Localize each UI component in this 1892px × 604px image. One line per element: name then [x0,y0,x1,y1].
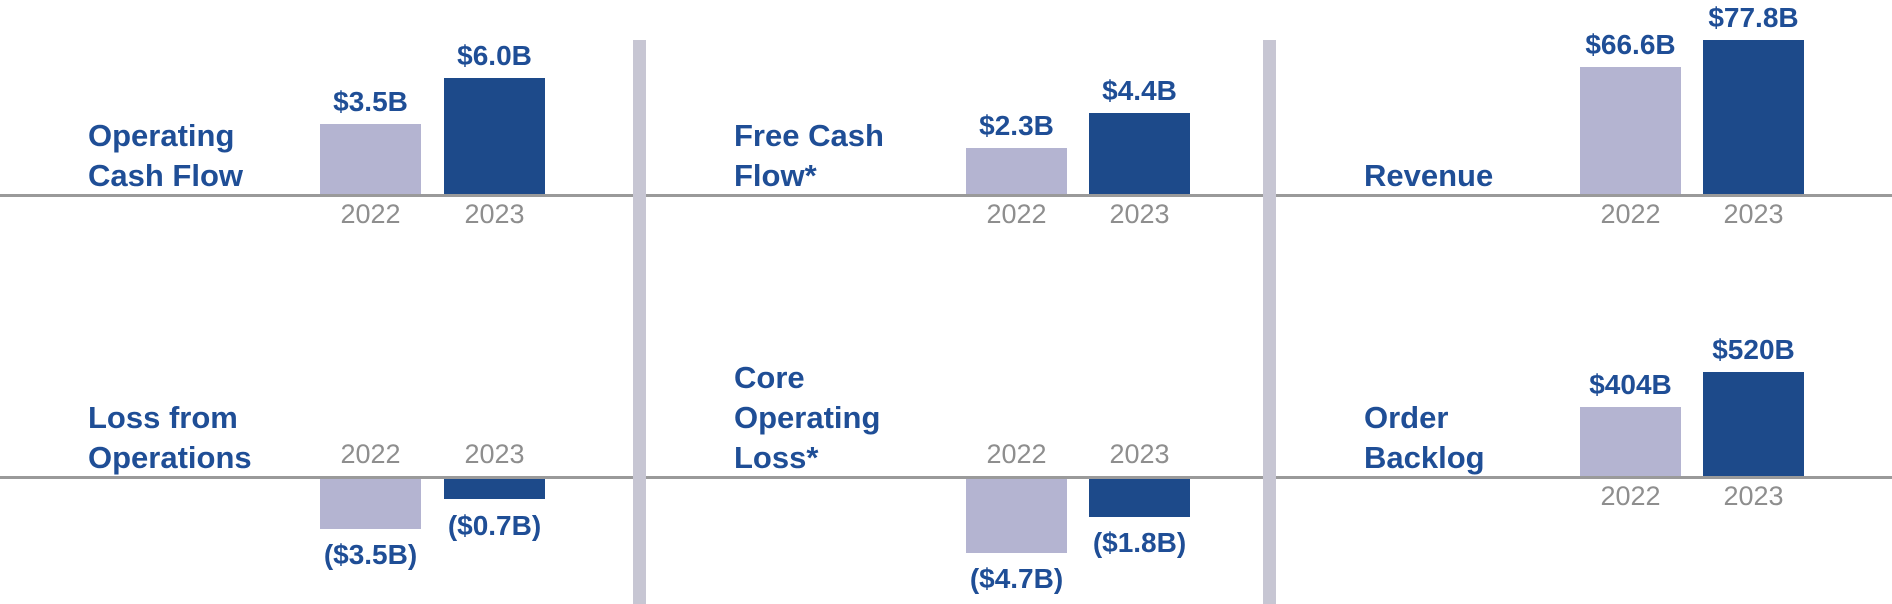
bar-2022-loss-from-operations [320,479,421,529]
metric-title-loss-from-operations: Loss from Operations [88,400,252,475]
year-2023-operating-cash-flow: 2023 [464,199,525,229]
bar-2022-core-operating-loss [966,479,1067,553]
value-2022-free-cash-flow: $2.3B [979,110,1054,141]
bar-2023-core-operating-loss [1089,479,1190,517]
bar-2023-free-cash-flow [1089,113,1190,194]
value-2023-order-backlog: $520B [1712,334,1795,365]
value-2023-operating-cash-flow: $6.0B [457,40,532,71]
bar-2022-operating-cash-flow [320,124,421,194]
year-2023-free-cash-flow: 2023 [1109,199,1170,229]
year-2022-revenue: 2022 [1600,199,1661,229]
bar-2022-order-backlog [1580,407,1681,476]
year-2023-core-operating-loss: 2023 [1109,439,1170,469]
bar-2023-order-backlog [1703,372,1804,476]
bar-2023-operating-cash-flow [444,78,545,194]
value-2023-core-operating-loss: ($1.8B) [1092,527,1187,558]
panel-divider-2 [1263,40,1276,604]
year-2022-operating-cash-flow: 2022 [340,199,401,229]
bar-2022-free-cash-flow [966,148,1067,194]
year-2022-core-operating-loss: 2022 [986,439,1047,469]
metric-title-core-operating-loss: Core Operating Loss* [734,360,881,475]
value-2022-loss-from-operations: ($3.5B) [323,539,418,570]
value-2022-order-backlog: $404B [1589,369,1672,400]
year-2023-order-backlog: 2023 [1723,481,1784,511]
bar-2022-revenue [1580,67,1681,194]
year-2023-revenue: 2023 [1723,199,1784,229]
year-2022-loss-from-operations: 2022 [340,439,401,469]
bottom-row-baseline [0,476,1892,479]
panel-divider-1 [633,40,646,604]
value-2023-free-cash-flow: $4.4B [1102,75,1177,106]
metric-title-operating-cash-flow: Operating Cash Flow [88,118,244,193]
year-2023-loss-from-operations: 2023 [464,439,525,469]
metric-title-order-backlog: Order Backlog [1364,400,1485,475]
metric-title-revenue: Revenue [1364,158,1494,193]
value-2022-revenue: $66.6B [1585,29,1676,60]
value-2023-loss-from-operations: ($0.7B) [447,510,542,541]
value-2022-core-operating-loss: ($4.7B) [969,563,1064,594]
bar-2023-revenue [1703,40,1804,194]
year-2022-free-cash-flow: 2022 [986,199,1047,229]
year-2022-order-backlog: 2022 [1600,481,1661,511]
top-row-baseline [0,194,1892,197]
metric-title-free-cash-flow: Free Cash Flow* [734,118,884,193]
value-2022-operating-cash-flow: $3.5B [333,86,408,117]
value-2023-revenue: $77.8B [1708,2,1799,33]
bar-2023-loss-from-operations [444,479,545,499]
